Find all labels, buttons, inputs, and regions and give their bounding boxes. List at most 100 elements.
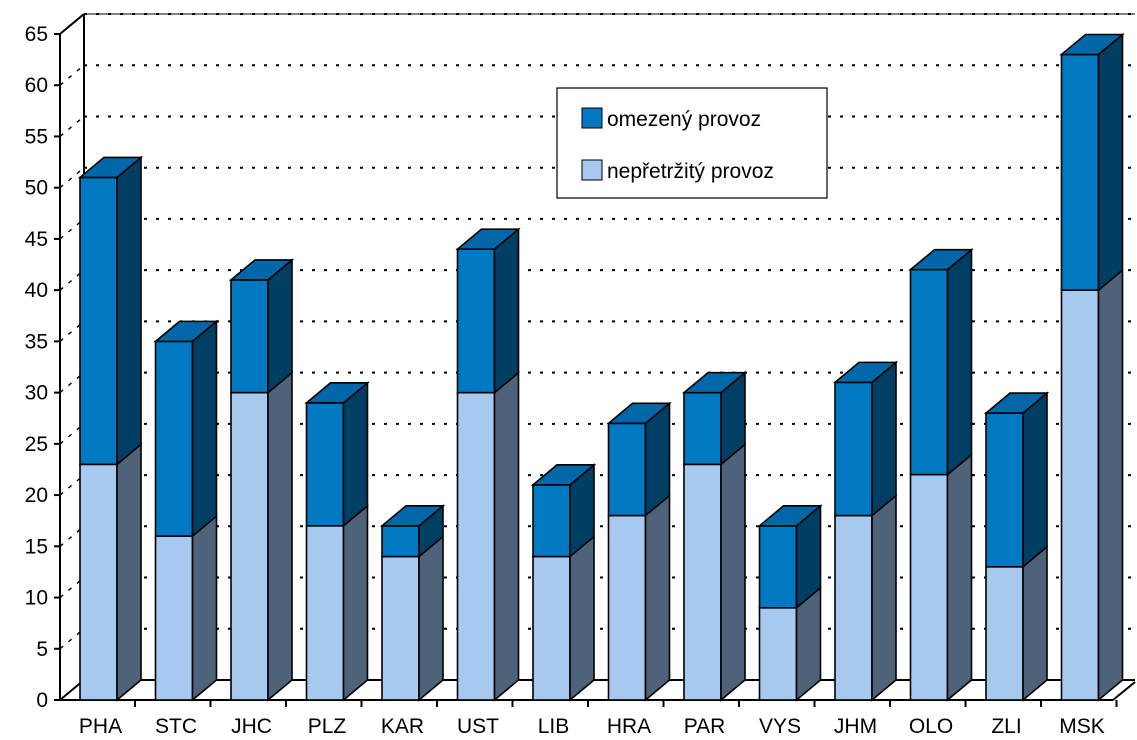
bar-nepretrzity-zli [985,545,1048,702]
bar-side [116,155,142,467]
bar-side [720,442,746,702]
bar-side [267,370,293,702]
bar-side [493,227,520,395]
x-tick-label-msk: MSK [1059,715,1105,738]
bar-omezeny-olo [908,247,974,477]
bar-front [758,525,798,609]
bar-omezeny-plz [304,381,370,528]
legend-swatch-nepretrzity [581,159,603,181]
bar-top [379,505,446,527]
bar-top [832,361,899,384]
bar-nepretrzity-vys [758,586,822,702]
bar-front [230,391,269,701]
legend-label-nepretrzity: nepřetržitý provoz [607,160,774,183]
bar-front [985,565,1024,701]
bar-side [871,493,897,702]
bar-side [1022,391,1048,569]
x-tick-label-vys: VYS [759,715,801,738]
bar-front [381,555,420,701]
x-tick-label-plz: PLZ [308,715,347,738]
y-tick-label: 45 [25,228,48,251]
bars [77,32,1125,702]
bar-front [909,268,949,476]
bar-top [228,259,295,281]
bar-side [871,360,897,518]
y-tick-label: 5 [36,638,48,661]
x-tick-label-stc: STC [155,715,197,738]
bar-omezeny-kar [379,504,446,559]
y-axis: 0 5 10 15 20 25 30 35 40 45 50 55 60 65 [25,23,60,712]
bar-omezeny-msk [1059,32,1125,292]
x-tick-label-jhc: JHC [231,715,272,738]
legend-label-omezeny: omezený provoz [607,108,761,131]
bar-top [757,505,823,527]
y-tick-label: 35 [25,330,48,353]
bar-nepretrzity-jhc [230,370,293,702]
bar-top [77,156,144,179]
bar-side [191,514,218,702]
bar-omezeny-zli [983,391,1050,569]
x-tick-label-par: PAR [684,715,726,738]
bar-front [79,176,118,466]
bar-front [683,391,722,466]
bar-front [381,525,420,558]
grid-diagonal [59,64,85,86]
bar-front [154,340,194,537]
grid-diagonal [59,115,85,137]
bar-side [342,381,369,528]
legend: omezený provoz nepřetržitý provoz [556,87,828,199]
bar-front [607,514,647,701]
bar-front [456,391,496,701]
bar-top [606,402,672,425]
bar-omezeny-vys [757,504,823,610]
bar-side [1097,32,1124,292]
bar-omezeny-lib [530,463,597,559]
y-tick-label: 65 [25,23,48,46]
bar-nepretrzity-olo [909,452,973,702]
bar-top [455,228,521,250]
bar-front [758,606,798,701]
bar-top [530,464,597,486]
bar-front [305,402,345,527]
bar-side [946,452,973,702]
bar-front [532,555,571,701]
bar-nepretrzity-par [683,442,746,702]
bar-top [304,382,370,404]
bar-front [305,525,345,701]
x-tick-label-pha: PHA [79,715,122,738]
bar-side [1022,545,1048,702]
bar-omezeny-hra [606,401,672,518]
bar-nepretrzity-stc [154,514,218,702]
legend-swatch-omezeny [581,107,603,129]
bar-front [79,463,118,701]
bar-front [154,535,194,701]
bar-front [909,473,949,701]
bar-front [456,248,496,394]
bar-top [908,248,974,271]
bar-side [493,370,520,702]
bar-front [683,463,722,701]
x-tick-label-ust: UST [457,715,499,738]
bar-front [834,381,873,517]
bar-nepretrzity-msk [1060,268,1124,702]
bar-omezeny-pha [77,155,144,467]
bar-side [267,258,293,395]
y-tick-label: 60 [25,74,48,97]
bar-side [569,534,595,702]
y-tick-label: 40 [25,279,48,302]
y-tick-label: 15 [25,535,48,558]
bar-nepretrzity-pha [79,442,142,702]
bar-nepretrzity-kar [381,534,444,702]
x-tick-label-hra: HRA [607,715,651,738]
bar-side [342,504,369,702]
bar-front [985,412,1024,568]
bar-omezeny-ust [455,227,521,395]
y-tick-label: 25 [25,433,48,456]
bar-top [153,320,219,343]
bar-side [644,493,671,702]
y-tick-label: 55 [25,125,48,148]
bar-omezeny-jhm [832,360,899,518]
x-tick-label-kar: KAR [381,715,424,738]
bar-top [983,392,1050,414]
